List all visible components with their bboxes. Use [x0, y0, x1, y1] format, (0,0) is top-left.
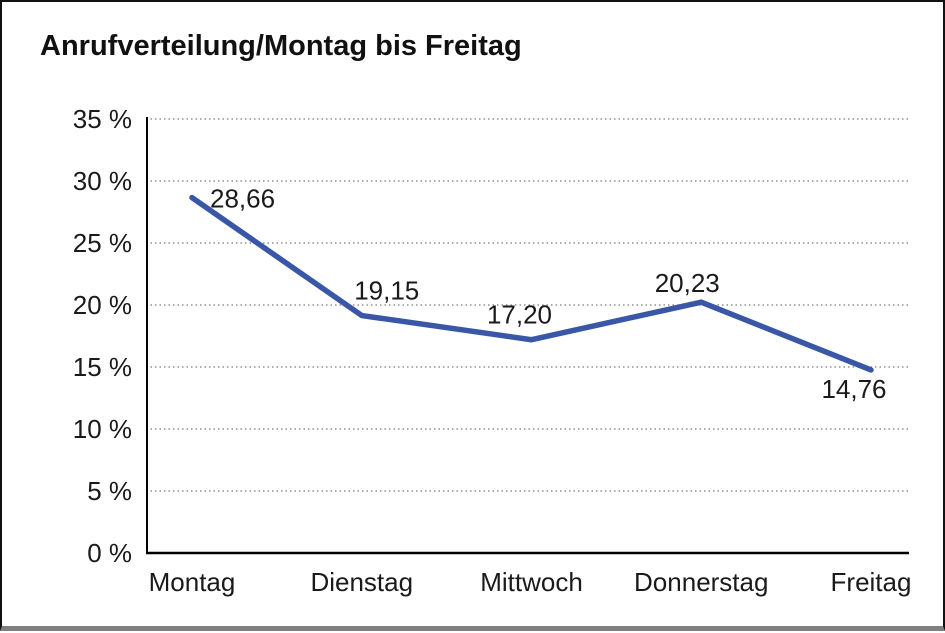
data-point-label: 14,76: [821, 374, 886, 404]
data-point-label: 20,23: [655, 268, 720, 298]
x-axis-category-label: Donnerstag: [634, 567, 768, 597]
y-axis-tick-label: 20 %: [73, 290, 132, 320]
y-axis-tick-label: 10 %: [73, 414, 132, 444]
x-axis-category-label: Mittwoch: [480, 567, 583, 597]
data-point-label: 28,66: [210, 184, 275, 214]
chart-title: Anrufverteilung/Montag bis Freitag: [40, 30, 522, 62]
data-point-label: 19,15: [354, 276, 419, 306]
data-line-series: [189, 194, 874, 373]
x-axis-category-label: Freitag: [831, 567, 912, 597]
y-axis-tick-label: 25 %: [73, 228, 132, 258]
y-axis-tick-label: 30 %: [73, 166, 132, 196]
x-axis-category-label: Montag: [149, 567, 236, 597]
y-axis-tick-label: 15 %: [73, 352, 132, 382]
y-axis-tick-label: 0 %: [87, 538, 132, 568]
y-axis-tick-label: 35 %: [73, 104, 132, 134]
y-axis-tick-label: 5 %: [87, 476, 132, 506]
data-point-label: 17,20: [487, 300, 552, 330]
x-axis-category-label: Dienstag: [310, 567, 413, 597]
